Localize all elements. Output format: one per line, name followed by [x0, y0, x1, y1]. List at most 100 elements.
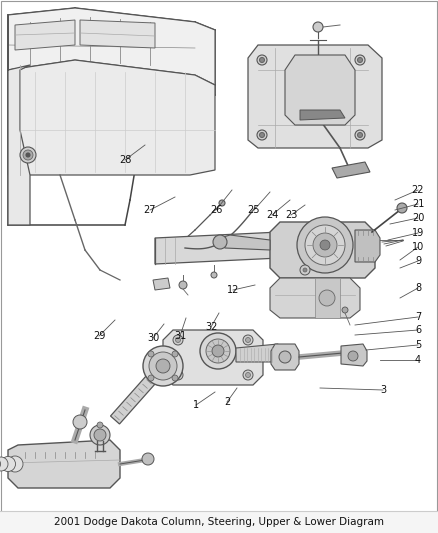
- Text: 7: 7: [415, 312, 421, 322]
- Circle shape: [20, 147, 36, 163]
- Circle shape: [243, 370, 253, 380]
- Text: 8: 8: [415, 283, 421, 293]
- Text: 20: 20: [412, 213, 424, 223]
- Text: 5: 5: [415, 340, 421, 350]
- Circle shape: [0, 457, 8, 471]
- Polygon shape: [315, 278, 340, 318]
- Text: 1: 1: [193, 400, 199, 410]
- Circle shape: [355, 55, 365, 65]
- Text: 22: 22: [412, 185, 424, 195]
- Polygon shape: [271, 344, 299, 370]
- Circle shape: [259, 58, 265, 62]
- Text: 23: 23: [285, 210, 297, 220]
- Polygon shape: [270, 222, 375, 278]
- Text: 6: 6: [415, 325, 421, 335]
- Circle shape: [300, 265, 310, 275]
- Circle shape: [279, 351, 291, 363]
- Circle shape: [259, 133, 265, 138]
- Polygon shape: [8, 440, 120, 488]
- Text: 2001 Dodge Dakota Column, Steering, Upper & Lower Diagram: 2001 Dodge Dakota Column, Steering, Uppe…: [54, 517, 384, 527]
- Circle shape: [172, 375, 178, 381]
- Circle shape: [173, 370, 183, 380]
- Polygon shape: [110, 362, 167, 424]
- Text: 26: 26: [210, 205, 222, 215]
- Polygon shape: [236, 344, 278, 362]
- Polygon shape: [355, 230, 380, 262]
- Circle shape: [143, 346, 183, 386]
- Circle shape: [148, 351, 154, 357]
- Polygon shape: [8, 15, 30, 225]
- Polygon shape: [163, 330, 263, 385]
- Circle shape: [176, 337, 180, 343]
- Circle shape: [7, 456, 23, 472]
- Polygon shape: [220, 235, 270, 250]
- Circle shape: [243, 335, 253, 345]
- Circle shape: [90, 425, 110, 445]
- Polygon shape: [8, 60, 215, 175]
- Text: 19: 19: [412, 228, 424, 238]
- Circle shape: [206, 339, 230, 363]
- Text: 28: 28: [119, 155, 131, 165]
- Text: 4: 4: [415, 355, 421, 365]
- Circle shape: [172, 351, 178, 357]
- Polygon shape: [80, 20, 155, 48]
- Circle shape: [305, 225, 345, 265]
- Circle shape: [257, 55, 267, 65]
- Text: 30: 30: [147, 333, 159, 343]
- Circle shape: [357, 58, 363, 62]
- Polygon shape: [270, 278, 360, 318]
- Circle shape: [179, 281, 187, 289]
- Polygon shape: [332, 162, 370, 178]
- Circle shape: [246, 373, 251, 377]
- Circle shape: [357, 133, 363, 138]
- Circle shape: [397, 203, 407, 213]
- Text: 31: 31: [174, 331, 186, 341]
- Circle shape: [200, 333, 236, 369]
- Circle shape: [257, 130, 267, 140]
- Circle shape: [319, 290, 335, 306]
- Circle shape: [313, 22, 323, 32]
- Polygon shape: [153, 278, 170, 290]
- Text: 2: 2: [224, 397, 230, 407]
- Circle shape: [0, 456, 15, 472]
- Circle shape: [246, 337, 251, 343]
- Circle shape: [173, 335, 183, 345]
- Polygon shape: [300, 110, 345, 120]
- Circle shape: [26, 153, 30, 157]
- Circle shape: [212, 345, 224, 357]
- Circle shape: [297, 217, 353, 273]
- Circle shape: [94, 429, 106, 441]
- Circle shape: [213, 235, 227, 249]
- Circle shape: [148, 375, 154, 381]
- Circle shape: [219, 200, 225, 206]
- Circle shape: [313, 233, 337, 257]
- Text: 25: 25: [248, 205, 260, 215]
- Polygon shape: [248, 45, 382, 148]
- Polygon shape: [155, 232, 280, 264]
- Circle shape: [73, 415, 87, 429]
- Text: 24: 24: [266, 210, 278, 220]
- Circle shape: [320, 240, 330, 250]
- Polygon shape: [285, 55, 355, 125]
- Polygon shape: [341, 344, 367, 366]
- Text: 9: 9: [415, 256, 421, 266]
- Circle shape: [303, 268, 307, 272]
- Circle shape: [142, 453, 154, 465]
- Circle shape: [149, 352, 177, 380]
- Text: 3: 3: [380, 385, 386, 395]
- Circle shape: [348, 351, 358, 361]
- Text: 32: 32: [205, 322, 217, 332]
- Polygon shape: [8, 8, 215, 85]
- Bar: [0, 511, 438, 533]
- Circle shape: [342, 307, 348, 313]
- Circle shape: [156, 359, 170, 373]
- Text: 21: 21: [412, 199, 424, 209]
- Text: 29: 29: [93, 331, 105, 341]
- Polygon shape: [15, 20, 75, 50]
- Circle shape: [23, 150, 33, 160]
- Text: 27: 27: [144, 205, 156, 215]
- Circle shape: [355, 130, 365, 140]
- Circle shape: [211, 272, 217, 278]
- Circle shape: [97, 422, 103, 428]
- Text: 12: 12: [227, 285, 239, 295]
